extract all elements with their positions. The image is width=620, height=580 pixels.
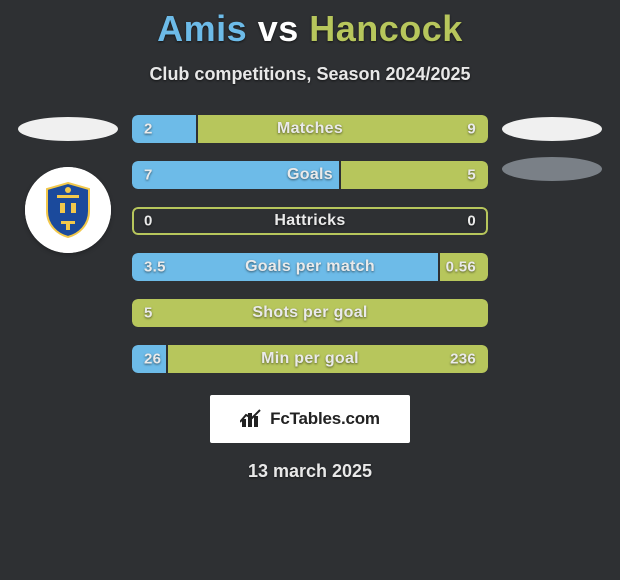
stat-value-right: 9: [467, 121, 476, 138]
stat-bar: 2 9 Matches: [132, 115, 488, 143]
logo-text: FcTables.com: [270, 409, 380, 429]
stat-label: Shots per goal: [252, 304, 367, 322]
stat-bar: 7 5 Goals: [132, 161, 488, 189]
stat-bar: 5 Shots per goal: [132, 299, 488, 327]
shield-icon: [43, 181, 93, 239]
stat-value-right: 0: [467, 213, 476, 230]
stat-value-left: 2: [144, 121, 153, 138]
source-logo: FcTables.com: [210, 395, 410, 443]
team-badge-placeholder: [18, 117, 118, 141]
stat-bar: 0 0 Hattricks: [132, 207, 488, 235]
right-side-column: [492, 115, 612, 373]
stat-value-left: 7: [144, 167, 153, 184]
subtitle: Club competitions, Season 2024/2025: [0, 64, 620, 85]
left-side-column: [8, 115, 128, 373]
team-badge-placeholder: [502, 117, 602, 141]
date-label: 13 march 2025: [0, 461, 620, 482]
stat-value-right: 0.56: [446, 259, 476, 276]
columns: 2 9 Matches 7 5 Goals 0 0 Hattricks 3.5 0.56 Goals …: [0, 115, 620, 373]
stat-label: Matches: [277, 120, 343, 138]
team-badge-placeholder: [502, 157, 602, 181]
stat-value-left: 5: [144, 305, 153, 322]
stat-value-left: 3.5: [144, 259, 166, 276]
stat-value-right: 5: [467, 167, 476, 184]
stat-bars: 2 9 Matches 7 5 Goals 0 0 Hattricks 3.5 0.56 Goals …: [128, 115, 492, 373]
stat-label: Min per goal: [261, 350, 359, 368]
page-title: Amis vs Hancock: [0, 8, 620, 50]
stat-bar: 3.5 0.56 Goals per match: [132, 253, 488, 281]
club-crest: [25, 167, 111, 253]
vs-label: vs: [258, 8, 299, 49]
stat-label: Hattricks: [274, 212, 345, 230]
stat-value-left: 0: [144, 213, 153, 230]
stat-label: Goals per match: [245, 258, 375, 276]
stat-value-left: 26: [144, 351, 161, 368]
chart-icon: [240, 409, 264, 429]
player2-name: Hancock: [309, 8, 463, 49]
stat-label: Goals: [287, 166, 333, 184]
comparison-card: Amis vs Hancock Club competitions, Seaso…: [0, 0, 620, 580]
player1-name: Amis: [157, 8, 247, 49]
stat-value-right: 236: [450, 351, 476, 368]
stat-bar: 26 236 Min per goal: [132, 345, 488, 373]
